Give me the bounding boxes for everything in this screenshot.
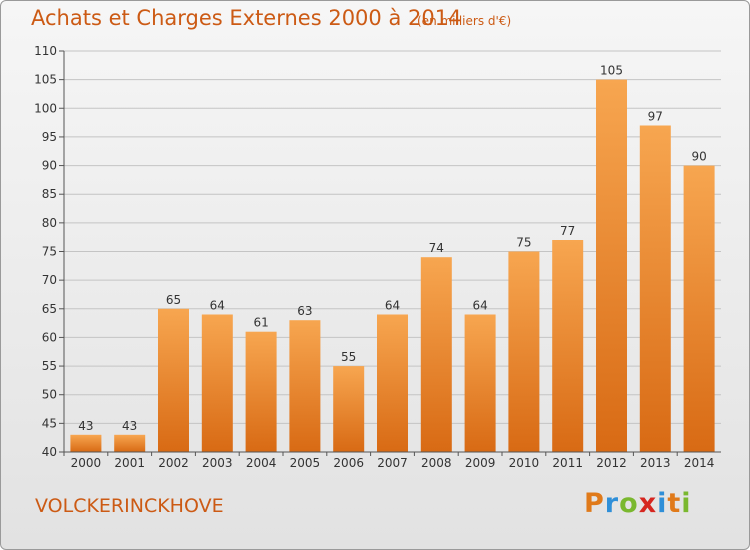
- y-tick-label: 50: [42, 388, 57, 402]
- data-label: 63: [297, 304, 312, 318]
- data-label: 64: [210, 299, 225, 313]
- labels: 40 45 50 55 60 65 70 75 80 85 90 95 100 105 110 43 2000 4…: [34, 44, 714, 470]
- x-tick-label: 2006: [333, 456, 364, 470]
- x-tick-label: 2002: [158, 456, 189, 470]
- x-tick-label: 2000: [71, 456, 102, 470]
- proxiti-logo: Proxiti: [584, 488, 692, 519]
- bar-2011: [552, 240, 584, 452]
- bar-2007: [377, 314, 408, 452]
- x-tick-label: 2005: [290, 456, 321, 470]
- x-tick-label: 2011: [552, 456, 583, 470]
- data-label: 97: [648, 109, 663, 123]
- logo-letter: r: [604, 488, 620, 519]
- x-tick-label: 2003: [202, 456, 233, 470]
- x-tick-label: 2010: [509, 456, 540, 470]
- data-label: 64: [385, 299, 400, 313]
- logo-letter: x: [638, 488, 658, 519]
- bar-2009: [464, 314, 496, 452]
- y-tick-label: 55: [42, 359, 57, 373]
- y-tick-label: 110: [34, 44, 57, 58]
- data-label: 77: [560, 224, 575, 238]
- data-label: 61: [253, 316, 268, 330]
- y-tick-label: 80: [42, 216, 57, 230]
- x-tick-label: 2009: [465, 456, 496, 470]
- data-label: 65: [166, 293, 181, 307]
- data-label: 75: [516, 236, 531, 250]
- y-tick-label: 40: [42, 445, 57, 459]
- bar-2004: [245, 331, 277, 452]
- y-tick-label: 90: [42, 159, 57, 173]
- x-tick-label: 2013: [640, 456, 671, 470]
- data-label: 64: [472, 299, 487, 313]
- data-label: 90: [691, 150, 706, 164]
- y-tick-label: 105: [34, 73, 57, 87]
- x-tick-label: 2014: [684, 456, 715, 470]
- data-label: 43: [78, 419, 93, 433]
- data-label: 43: [122, 419, 137, 433]
- bar-2012: [596, 79, 627, 452]
- y-tick-label: 45: [42, 416, 57, 430]
- data-label: 74: [429, 241, 444, 255]
- logo-letter: o: [619, 488, 639, 519]
- x-tick-label: 2004: [246, 456, 277, 470]
- y-tick-label: 60: [42, 330, 57, 344]
- logo-letter: i: [657, 488, 668, 519]
- bars: [70, 79, 715, 452]
- bar-2013: [639, 125, 671, 452]
- chart-title: Achats et Charges Externes 2000 à 2014: [31, 6, 462, 30]
- y-tick-label: 75: [42, 245, 57, 259]
- chart-subtitle: (en milliers d'€): [417, 14, 512, 28]
- y-tick-label: 100: [34, 101, 57, 115]
- x-tick-label: 2001: [114, 456, 145, 470]
- bar-2000: [70, 434, 102, 452]
- bar-2002: [158, 308, 189, 452]
- x-tick-label: 2008: [421, 456, 452, 470]
- bar-2010: [508, 251, 540, 452]
- y-tick-label: 85: [42, 187, 57, 201]
- bar-2001: [114, 434, 146, 452]
- y-tick-label: 70: [42, 273, 57, 287]
- axes: [59, 50, 721, 456]
- bar-2014: [683, 165, 715, 452]
- x-tick-label: 2012: [596, 456, 627, 470]
- x-tick-label: 2007: [377, 456, 408, 470]
- bar-2008: [420, 257, 452, 452]
- bar-2005: [289, 320, 321, 452]
- bar-2006: [333, 366, 365, 452]
- data-label: 105: [600, 64, 623, 78]
- y-tick-label: 95: [42, 130, 57, 144]
- commune-name: VOLCKERINCKHOVE: [35, 495, 224, 517]
- y-tick-label: 65: [42, 302, 57, 316]
- logo-letter: i: [681, 488, 692, 519]
- bar-2003: [201, 314, 233, 452]
- logo-letter: P: [584, 488, 605, 519]
- data-label: 55: [341, 350, 356, 364]
- logo-letter: t: [667, 488, 682, 519]
